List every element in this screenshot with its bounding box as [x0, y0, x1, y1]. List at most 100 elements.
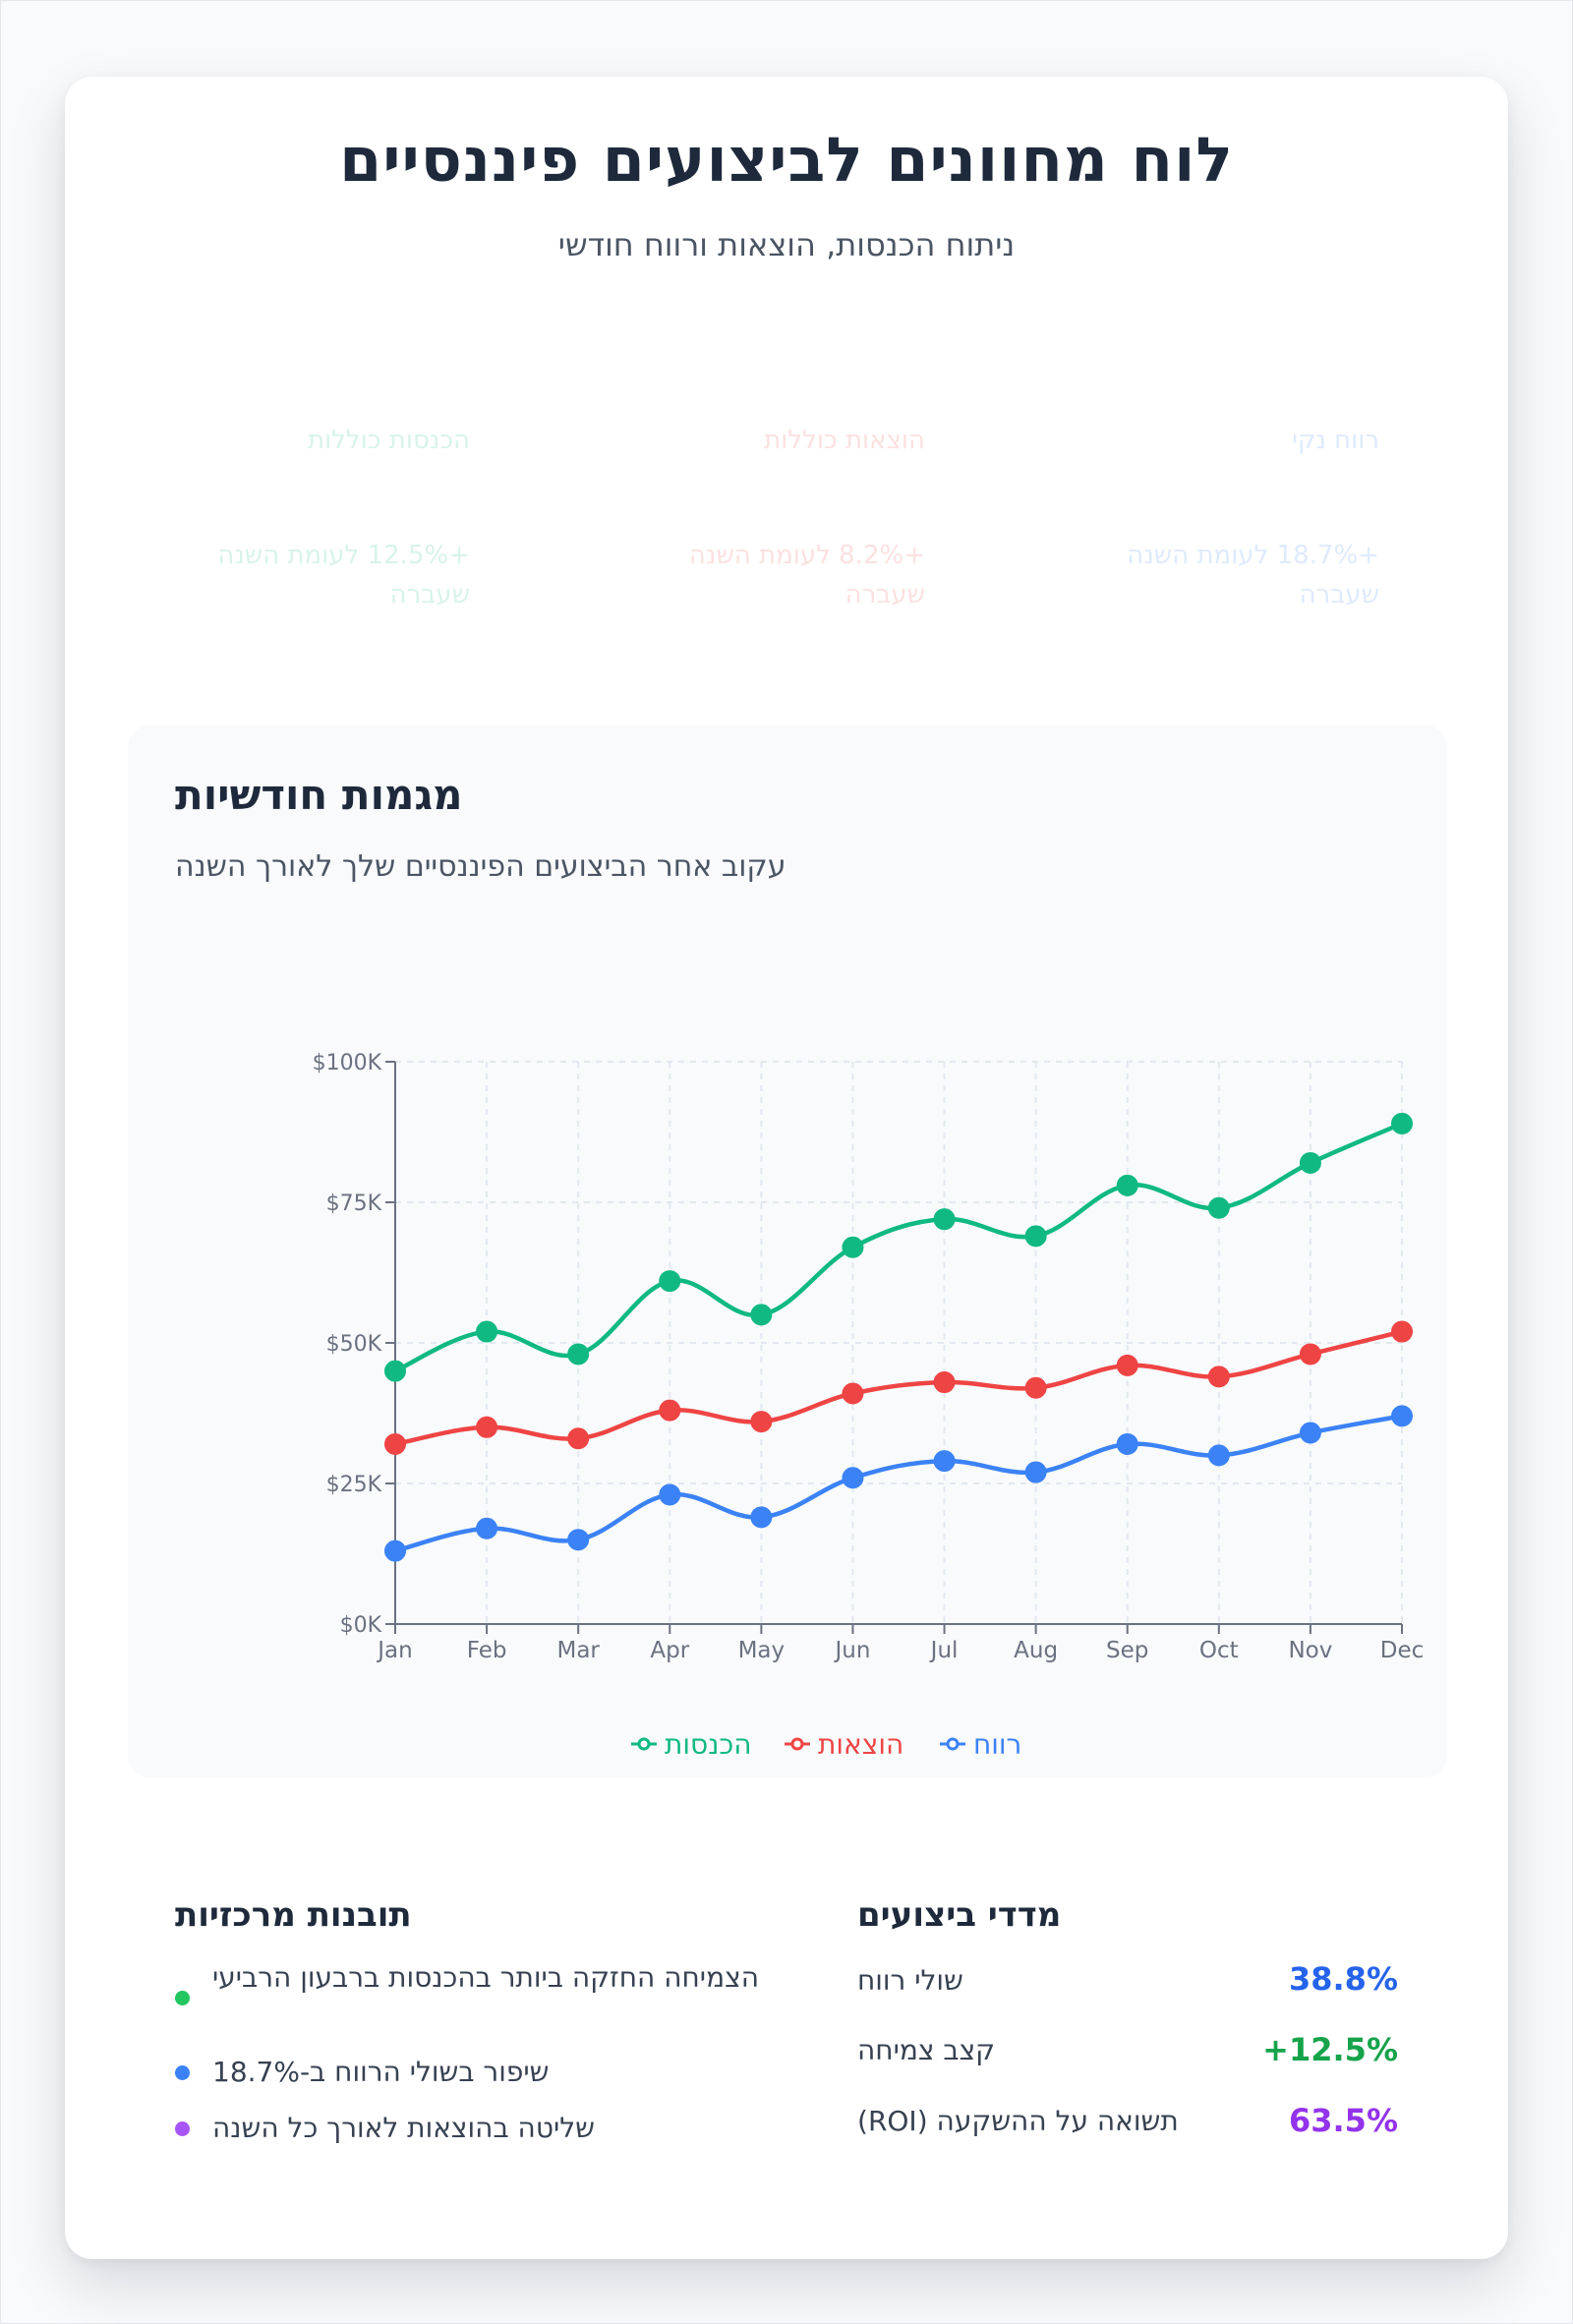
kpi-card-expenses: הוצאות כוללות +8.2% לעומת השנה שעברה: [630, 426, 925, 614]
data-point: [567, 1343, 590, 1365]
dashboard-card: לוח מחוונים לביצועים פיננסיים ניתוח הכנס…: [65, 77, 1508, 2259]
data-point: [476, 1416, 498, 1438]
kpi-value: [630, 479, 925, 536]
x-tick-label: Feb: [467, 1638, 507, 1663]
legend-label: רווח: [973, 1728, 1021, 1761]
legend-label: הכנסות: [665, 1728, 752, 1761]
insight-item: הצמיחה החזקה ביותר בהכנסות ברבעון הרביעי: [212, 1961, 759, 1994]
kpi-change-value: +8.2%: [839, 541, 925, 570]
x-tick-label: Jul: [929, 1638, 959, 1663]
kpi-change-note: לעומת השנה שעברה: [1127, 541, 1379, 610]
data-point: [1116, 1174, 1138, 1196]
line-chart: $0K $25K $50K $75K $100K Jan Feb Mar Apr May Jun Ju…: [313, 1051, 1425, 1761]
data-point: [1299, 1343, 1321, 1365]
data-point: [750, 1506, 773, 1529]
series-line: [392, 1121, 1405, 1373]
x-tick-label: Jun: [833, 1638, 870, 1663]
data-point: [933, 1208, 956, 1231]
data-point: [842, 1236, 864, 1258]
data-point: [1024, 1376, 1047, 1399]
series-line: [392, 1329, 1405, 1447]
legend-marker: [637, 1737, 651, 1751]
data-point: [1024, 1225, 1047, 1248]
metric-label: תשואה על ההשקעה (ROI): [857, 2105, 1179, 2137]
kpi-change: +18.7% לעומת השנה שעברה: [1084, 536, 1379, 614]
x-tick-label: Mar: [556, 1638, 600, 1663]
x-tick-label: Sep: [1106, 1638, 1148, 1663]
data-point: [1299, 1422, 1321, 1444]
data-point: [1116, 1354, 1138, 1376]
data-point: [933, 1450, 956, 1473]
data-point: [1391, 1112, 1413, 1134]
insight-item: שיפור בשולי הרווח ב-18.7%: [212, 2056, 550, 2088]
data-point: [750, 1411, 773, 1433]
y-tick-label: $50K: [326, 1332, 382, 1357]
insight-bullet-icon: [175, 2065, 190, 2080]
legend-marker: [946, 1737, 960, 1751]
metric-label: קצב צמיחה: [857, 2034, 996, 2066]
x-tick-label: May: [738, 1638, 786, 1663]
data-point: [1116, 1432, 1138, 1455]
x-tick-label: Apr: [650, 1638, 689, 1663]
y-tick-label: $75K: [326, 1191, 382, 1216]
kpi-change-note: לעומת השנה שעברה: [688, 541, 925, 610]
kpi-change: +12.5% לעומת השנה שעברה: [175, 536, 470, 614]
kpi-card-profit: רווח נקי +18.7% לעומת השנה שעברה: [1084, 426, 1379, 614]
data-point: [1391, 1405, 1413, 1427]
metric-value: 38.8%: [1288, 1960, 1398, 1998]
page-subtitle: ניתוח הכנסות, הוצאות ורווח חודשי: [557, 226, 1016, 263]
data-point: [384, 1540, 406, 1562]
data-point: [1207, 1196, 1230, 1219]
data-point: [476, 1517, 498, 1540]
chart-title: מגמות חודשיות: [175, 771, 463, 819]
data-point: [384, 1432, 406, 1455]
data-point: [1299, 1151, 1321, 1174]
metric-label: שולי רווח: [857, 1964, 963, 1997]
kpi-card-revenue: הכנסות כוללות +12.5% לעומת השנה שעברה: [175, 426, 470, 614]
metric-value: +12.5%: [1262, 2031, 1398, 2068]
kpi-label: הכנסות כוללות: [307, 426, 470, 455]
x-tick-label: Jan: [376, 1638, 412, 1663]
insight-bullet-icon: [175, 1991, 190, 2005]
kpi-change-value: +18.7%: [1276, 541, 1379, 570]
data-point: [384, 1360, 406, 1382]
data-point: [476, 1320, 498, 1343]
y-tick-label: $100K: [313, 1051, 382, 1075]
data-point: [659, 1270, 681, 1293]
data-point: [659, 1399, 681, 1422]
data-point: [750, 1304, 773, 1326]
data-point: [567, 1427, 590, 1450]
data-point: [933, 1371, 956, 1394]
kpi-change-value: +12.5%: [367, 541, 470, 570]
insight-item: שליטה בהוצאות לאורך כל השנה: [212, 2112, 595, 2144]
x-tick-label: Aug: [1014, 1638, 1058, 1663]
chart-description: עקוב אחר הביצועים הפיננסיים שלך לאורך הש…: [175, 849, 786, 884]
page-title: לוח מחוונים לביצועים פיננסיים: [339, 124, 1234, 196]
chart-panel: מגמות חודשיות עקוב אחר הביצועים הפיננסיי…: [128, 726, 1447, 1777]
metric-value: 63.5%: [1288, 2102, 1398, 2139]
insight-bullet-icon: [175, 2121, 190, 2136]
legend-label: הוצאות: [818, 1728, 903, 1761]
data-point: [1391, 1320, 1413, 1343]
data-point: [659, 1483, 681, 1506]
data-point: [842, 1382, 864, 1405]
data-point: [567, 1529, 590, 1551]
legend-marker: [790, 1737, 804, 1751]
kpi-change-note: לעומת השנה שעברה: [217, 541, 470, 610]
data-point: [842, 1467, 864, 1489]
insights-title: תובנות מרכזיות: [175, 1895, 412, 1935]
y-tick-label: $0K: [340, 1613, 382, 1638]
y-tick-label: $25K: [326, 1473, 382, 1497]
kpi-value: [1084, 479, 1379, 536]
kpi-label: רווח נקי: [1292, 426, 1379, 455]
kpi-change: +8.2% לעומת השנה שעברה: [630, 536, 925, 614]
data-point: [1024, 1461, 1047, 1483]
x-tick-label: Oct: [1199, 1638, 1239, 1663]
metrics-title: מדדי ביצועים: [857, 1895, 1062, 1935]
data-point: [1207, 1444, 1230, 1467]
data-point: [1207, 1365, 1230, 1388]
kpi-value: [175, 479, 470, 536]
x-tick-label: Nov: [1288, 1638, 1332, 1663]
x-tick-label: Dec: [1380, 1638, 1425, 1663]
kpi-label: הוצאות כוללות: [764, 426, 925, 455]
